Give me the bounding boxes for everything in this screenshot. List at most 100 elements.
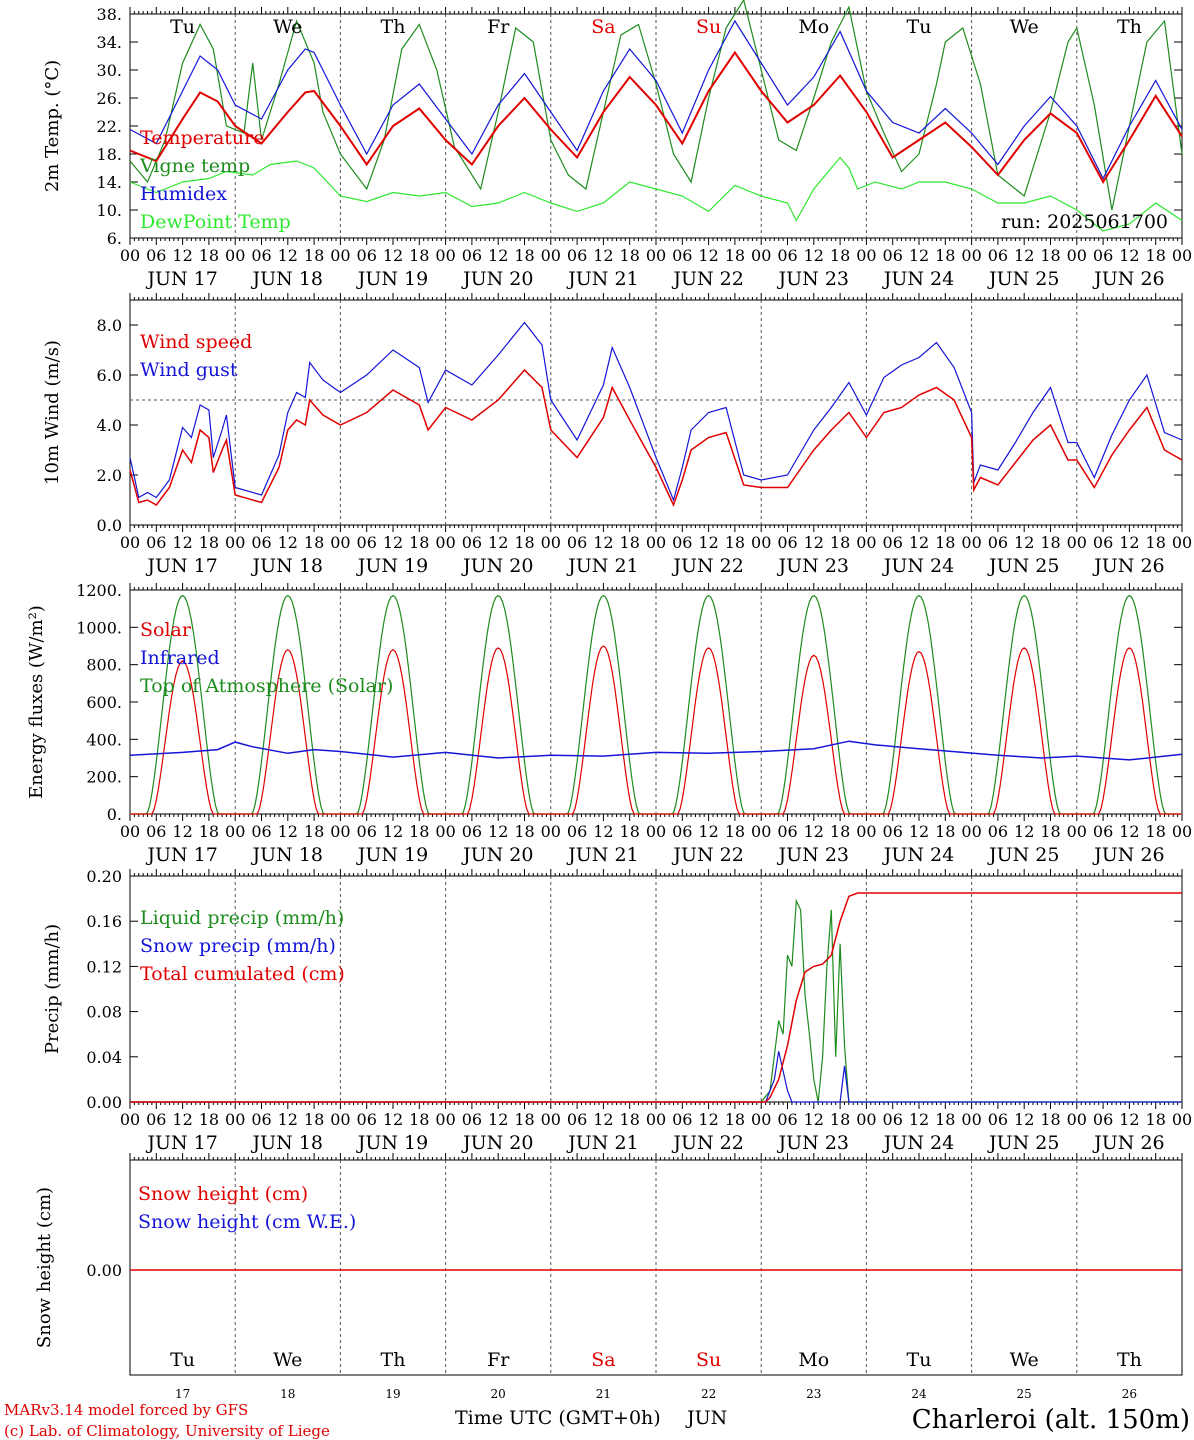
hour-label: 18 — [199, 1110, 219, 1129]
hour-label: 06 — [251, 533, 271, 552]
weekday-label: Th — [381, 16, 406, 38]
date-label: JUN 22 — [671, 844, 743, 866]
date-label: JUN 23 — [777, 1132, 849, 1154]
hour-label: 12 — [278, 822, 298, 841]
hour-label: 06 — [883, 822, 903, 841]
series-temperature — [129, 50, 1183, 184]
hour-label: 18 — [935, 822, 955, 841]
series-total-cumulated — [130, 892, 1182, 1103]
y-tick-label: 0.16 — [86, 912, 122, 931]
hour-label: 06 — [672, 1110, 692, 1129]
hour-label: 06 — [672, 246, 692, 265]
hour-label: 18 — [1146, 246, 1166, 265]
hour-label: 18 — [514, 246, 534, 265]
y-tick-label: 26. — [97, 89, 122, 108]
hour-label: 00 — [751, 246, 771, 265]
hour-label: 00 — [1172, 1110, 1192, 1129]
hour-label: 12 — [278, 533, 298, 552]
hour-label: 12 — [383, 533, 403, 552]
y-tick-label: 10. — [97, 201, 122, 220]
hour-label: 12 — [172, 822, 192, 841]
legend-entry: Wind speed — [140, 331, 252, 353]
hour-label: 06 — [462, 246, 482, 265]
hour-label: 12 — [488, 822, 508, 841]
hour-label: 00 — [330, 1110, 350, 1129]
date-label: JUN 21 — [566, 1132, 638, 1154]
hour-label: 18 — [620, 533, 640, 552]
hour-label: 00 — [961, 1110, 981, 1129]
run-label: run: 2025061700 — [1001, 211, 1168, 233]
date-label: JUN 20 — [461, 555, 533, 577]
hour-label: 00 — [330, 246, 350, 265]
x-axis-title: Time UTC (GMT+0h) — [455, 1407, 661, 1429]
weekday-label: Tu — [907, 16, 932, 38]
date-label: JUN 17 — [145, 555, 217, 577]
date-label: JUN 21 — [566, 844, 638, 866]
day-number-label: 22 — [701, 1387, 716, 1401]
hour-label: 18 — [1040, 533, 1060, 552]
weekday-label: Th — [381, 1349, 406, 1371]
hour-label: 18 — [409, 533, 429, 552]
hour-label: 06 — [357, 246, 377, 265]
hour-label: 12 — [804, 822, 824, 841]
y-tick-label: 0. — [107, 805, 122, 824]
series-wind-gust — [129, 321, 1183, 502]
hour-label: 18 — [725, 533, 745, 552]
y-axis-title: 10m Wind (m/s) — [42, 340, 63, 485]
hour-label: 06 — [357, 533, 377, 552]
weekday-label: Tu — [170, 1349, 195, 1371]
hour-label: 00 — [225, 1110, 245, 1129]
series-dewpoint-temp — [129, 156, 1183, 232]
hour-label: 00 — [961, 533, 981, 552]
date-label: JUN 18 — [251, 844, 323, 866]
hour-label: 18 — [935, 246, 955, 265]
y-tick-label: 34. — [97, 33, 122, 52]
hour-label: 18 — [1146, 1110, 1166, 1129]
weekday-label: We — [1010, 16, 1039, 38]
weekday-label: We — [273, 16, 302, 38]
hour-label: 12 — [804, 246, 824, 265]
hour-label: 18 — [830, 1110, 850, 1129]
hour-label: 06 — [777, 822, 797, 841]
legend-entry: Humidex — [140, 183, 227, 205]
hour-label: 06 — [1093, 822, 1113, 841]
date-label: JUN 24 — [882, 844, 954, 866]
date-label: JUN 22 — [671, 268, 743, 290]
hour-label: 18 — [725, 1110, 745, 1129]
hour-label: 18 — [514, 1110, 534, 1129]
day-number-label: 17 — [175, 1387, 190, 1401]
panel-5: 0.00 Snow height (cm) Snow height (cm) Snow… — [34, 1153, 1183, 1401]
day-number-label: 25 — [1017, 1387, 1032, 1401]
hour-label: 00 — [435, 533, 455, 552]
y-tick-label: 2.0 — [97, 466, 122, 485]
hour-label: 06 — [1093, 1110, 1113, 1129]
date-label: JUN 26 — [1092, 844, 1164, 866]
hour-label: 06 — [883, 1110, 903, 1129]
hour-label: 18 — [199, 246, 219, 265]
hour-label: 00 — [435, 1110, 455, 1129]
y-tick-label: 4.0 — [97, 416, 122, 435]
hour-label: 12 — [488, 1110, 508, 1129]
hour-label: 12 — [593, 822, 613, 841]
hour-label: 12 — [172, 246, 192, 265]
hour-label: 18 — [199, 533, 219, 552]
hour-label: 06 — [1093, 246, 1113, 265]
series-infrared — [129, 740, 1183, 761]
hour-label: 12 — [593, 246, 613, 265]
date-label: JUN 18 — [251, 1132, 323, 1154]
weekday-label: Th — [1117, 16, 1142, 38]
hour-label: 12 — [1119, 1110, 1139, 1129]
series-liquid-precip — [130, 898, 1182, 1103]
hour-label: 18 — [409, 822, 429, 841]
hour-label: 12 — [909, 1110, 929, 1129]
hour-label: 06 — [357, 822, 377, 841]
hour-label: 00 — [1067, 246, 1087, 265]
hour-label: 00 — [856, 533, 876, 552]
y-tick-label: 1000. — [76, 618, 122, 637]
hour-label: 12 — [383, 246, 403, 265]
hour-label: 06 — [567, 1110, 587, 1129]
date-label: JUN 26 — [1092, 555, 1164, 577]
hour-label: 00 — [120, 533, 140, 552]
hour-label: 12 — [278, 246, 298, 265]
hour-label: 06 — [883, 246, 903, 265]
